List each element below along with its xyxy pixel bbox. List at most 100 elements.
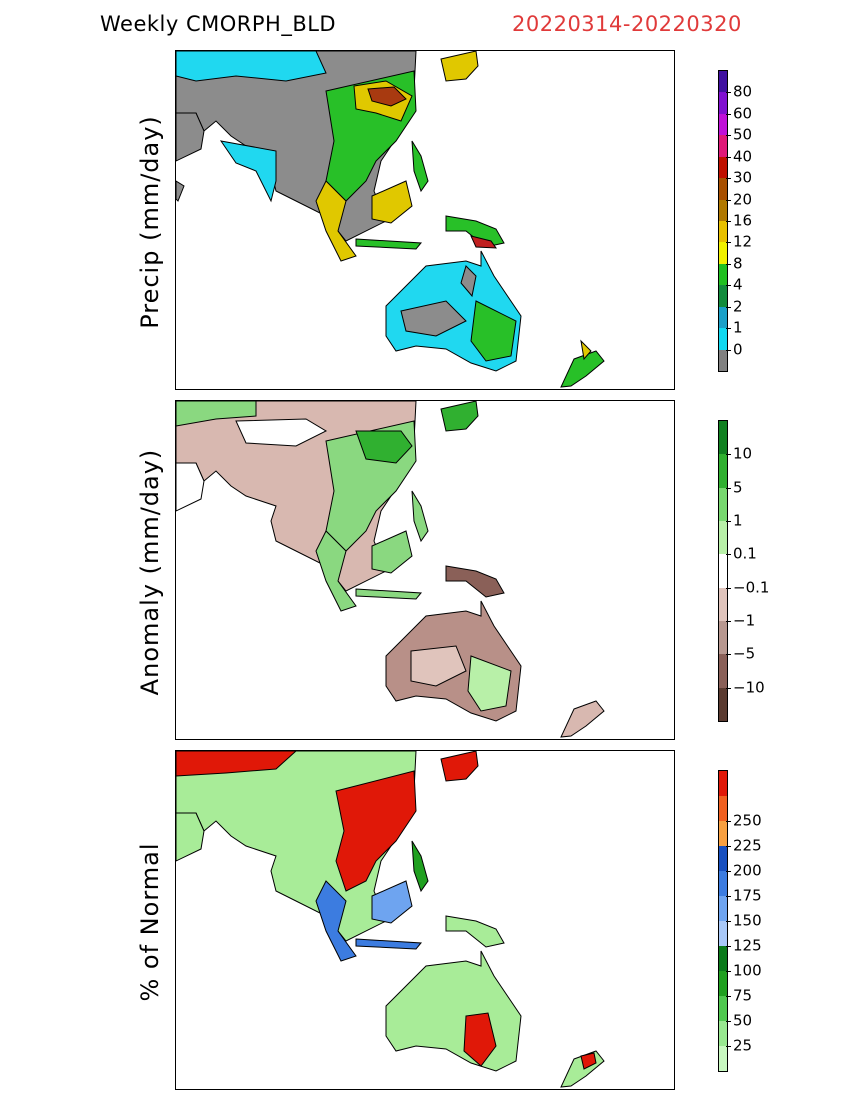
colorbar-segment (719, 796, 727, 821)
colorbar-tick (726, 454, 731, 456)
colorbar-tick (726, 621, 731, 622)
colorbar-tick (726, 846, 731, 847)
colorbar-tick (726, 328, 731, 330)
colorbar-tick-label: 175 (733, 886, 762, 905)
colorbar-tick-label: 10 (733, 444, 753, 463)
colorbar-segment (719, 92, 727, 114)
colorbar-tick (726, 113, 731, 115)
colorbar-segment (719, 946, 727, 971)
land-mass (176, 51, 605, 388)
colorbar-tick-label: 0.1 (733, 544, 757, 563)
colorbar-tick-label: 2 (733, 297, 743, 316)
colorbar-tick (726, 487, 731, 489)
percent-map-panel (175, 750, 675, 1090)
colorbar-segment (719, 821, 727, 846)
colorbar-tick-label: −10 (733, 678, 765, 697)
colorbar-tick (726, 821, 731, 822)
colorbar-tick (726, 135, 731, 137)
precip-axis-label: Precip (mm/day) (136, 115, 164, 329)
colorbar-segment (719, 221, 727, 243)
colorbar-tick-label: 0 (733, 340, 743, 359)
anomaly-map (176, 401, 605, 738)
colorbar-tick (726, 996, 731, 997)
colorbar-tick (726, 896, 731, 897)
colorbar-segment (719, 178, 727, 200)
colorbar-tick-label: 50 (733, 1011, 753, 1030)
colorbar-tick (726, 199, 731, 201)
colorbar-tick-label: 20 (733, 190, 753, 209)
colorbar-segment (719, 328, 727, 350)
colorbar-segment (719, 1046, 727, 1071)
land-mass (176, 401, 605, 738)
colorbar-segment (719, 263, 727, 286)
colorbar-tick (726, 263, 731, 265)
colorbar-tick (726, 946, 731, 947)
percent-map (176, 751, 605, 1088)
colorbar-segment (719, 285, 727, 307)
colorbar-segment (719, 135, 727, 157)
colorbar-segment (719, 521, 727, 555)
colorbar-tick (726, 156, 731, 158)
precip-map-panel (175, 50, 675, 390)
chart-title: Weekly CMORPH_BLD (100, 12, 337, 36)
colorbar-tick-label: 125 (733, 936, 762, 955)
colorbar-segment (719, 587, 727, 621)
colorbar-tick (726, 921, 731, 922)
colorbar-tick-label: 1 (733, 511, 743, 530)
colorbar-tick-label: 5 (733, 478, 743, 497)
colorbar-tick-label: −0.1 (733, 578, 770, 597)
colorbar-segment (719, 306, 727, 329)
colorbar-segment (719, 454, 727, 488)
colorbar-tick-label: 8 (733, 254, 743, 273)
colorbar-segment (719, 156, 727, 179)
colorbar-tick-label: 150 (733, 911, 762, 930)
colorbar-tick (726, 587, 731, 589)
colorbar-tick (726, 1021, 731, 1022)
colorbar-segment (719, 654, 727, 688)
colorbar-tick-label: −5 (733, 644, 756, 663)
colorbar-segment (719, 487, 727, 521)
colorbar-segment (719, 771, 727, 796)
colorbar-tick-label: 4 (733, 275, 743, 294)
colorbar-tick (726, 242, 731, 244)
colorbar-tick (726, 554, 731, 556)
colorbar-tick-label: 16 (733, 211, 753, 230)
anomaly-map-panel (175, 400, 675, 740)
colorbar-tick (726, 306, 731, 308)
colorbar-tick-label: 250 (733, 811, 762, 830)
precip-map (176, 51, 605, 388)
colorbar-tick (726, 178, 731, 180)
colorbar-tick-label: 200 (733, 861, 762, 880)
colorbar-tick (726, 871, 731, 872)
colorbar-segment (719, 199, 727, 221)
colorbar-segment (719, 554, 727, 588)
colorbar-segment (719, 421, 727, 455)
land-mass (176, 751, 605, 1088)
date-range-label: 20220314-20220320 (512, 12, 742, 36)
colorbar-segment (719, 896, 727, 921)
colorbar-tick-label: 1 (733, 318, 743, 337)
colorbar-segment (719, 113, 727, 136)
colorbar-segment (719, 349, 727, 371)
colorbar-tick-label: 225 (733, 836, 762, 855)
colorbar-tick (726, 349, 731, 351)
colorbar-tick (726, 521, 731, 522)
colorbar-tick-label: 80 (733, 82, 753, 101)
colorbar-tick (726, 971, 731, 972)
anomaly-axis-label: Anomaly (mm/day) (136, 448, 164, 696)
colorbar-segment (719, 921, 727, 946)
colorbar-tick (726, 92, 731, 94)
colorbar-tick-label: 100 (733, 961, 762, 980)
colorbar-tick-label: 60 (733, 104, 753, 123)
colorbar-segment (719, 1021, 727, 1046)
colorbar-tick-label: 12 (733, 232, 753, 251)
colorbar-tick (726, 654, 731, 656)
colorbar-tick-label: 30 (733, 168, 753, 187)
colorbar-tick (726, 221, 731, 222)
anomaly-colorbar (718, 420, 728, 722)
colorbar-segment (719, 687, 727, 721)
colorbar-segment (719, 996, 727, 1021)
percent-axis-label: % of Normal (136, 842, 164, 1002)
colorbar-segment (719, 71, 727, 93)
colorbar-tick (726, 285, 731, 287)
